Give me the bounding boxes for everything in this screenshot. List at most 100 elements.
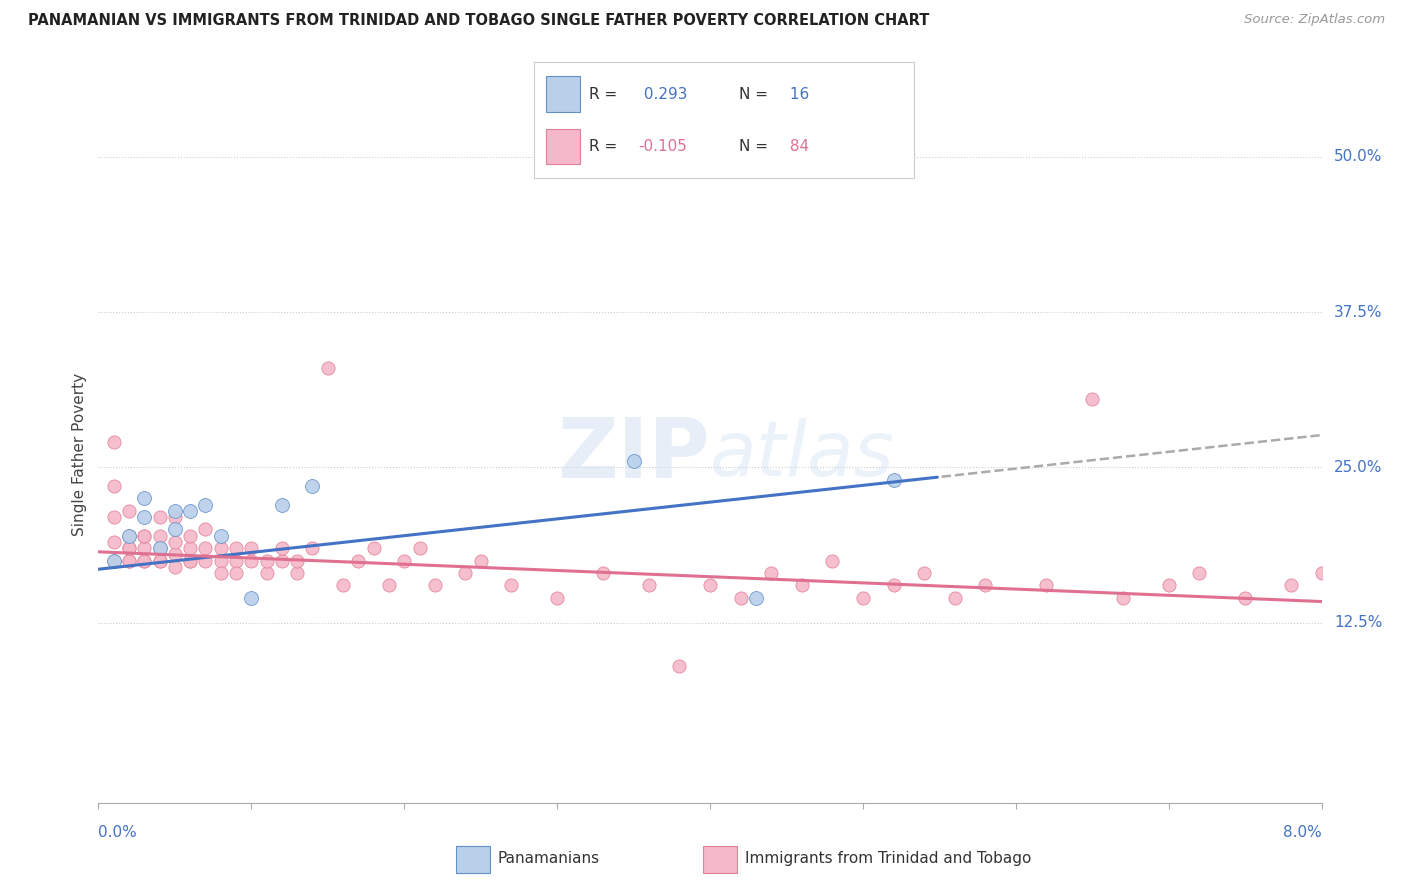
Text: R =: R =: [589, 87, 623, 102]
Point: [103, 553, 125, 567]
Point: [256, 566, 278, 580]
Point: [149, 541, 172, 555]
Point: [118, 529, 141, 543]
Point: [194, 523, 217, 537]
Point: [225, 541, 247, 555]
Text: 0.0%: 0.0%: [98, 825, 138, 840]
Point: [592, 566, 614, 580]
Point: [423, 578, 446, 592]
Point: [134, 510, 156, 524]
Text: 37.5%: 37.5%: [1334, 304, 1382, 319]
Point: [163, 510, 186, 524]
Point: [163, 547, 186, 561]
Text: N =: N =: [740, 139, 773, 154]
Point: [134, 541, 156, 555]
Text: -0.105: -0.105: [638, 139, 688, 154]
Text: PANAMANIAN VS IMMIGRANTS FROM TRINIDAD AND TOBAGO SINGLE FATHER POVERTY CORRELAT: PANAMANIAN VS IMMIGRANTS FROM TRINIDAD A…: [28, 13, 929, 29]
Point: [1234, 591, 1257, 605]
FancyBboxPatch shape: [456, 847, 489, 873]
Text: 84: 84: [785, 139, 808, 154]
Point: [668, 659, 690, 673]
Point: [454, 566, 477, 580]
Text: 0.293: 0.293: [638, 87, 688, 102]
Point: [179, 553, 201, 567]
Point: [1035, 578, 1057, 592]
Point: [134, 529, 156, 543]
Point: [240, 541, 263, 555]
Point: [1157, 578, 1180, 592]
Point: [470, 553, 492, 567]
Point: [163, 534, 186, 549]
Point: [1402, 566, 1406, 580]
Point: [179, 541, 201, 555]
Text: N =: N =: [740, 87, 773, 102]
Point: [256, 553, 278, 567]
Point: [546, 591, 568, 605]
Point: [194, 541, 217, 555]
Point: [270, 541, 294, 555]
Point: [163, 559, 186, 574]
Point: [285, 553, 308, 567]
Point: [149, 553, 172, 567]
Point: [408, 541, 430, 555]
Point: [134, 553, 156, 567]
Point: [332, 578, 354, 592]
Point: [118, 541, 141, 555]
Text: atlas: atlas: [710, 418, 894, 491]
Text: Immigrants from Trinidad and Tobago: Immigrants from Trinidad and Tobago: [745, 851, 1032, 866]
Point: [103, 534, 125, 549]
Point: [103, 479, 125, 493]
Point: [912, 566, 935, 580]
Text: 12.5%: 12.5%: [1334, 615, 1382, 630]
Point: [883, 578, 905, 592]
Point: [240, 591, 263, 605]
FancyBboxPatch shape: [703, 847, 737, 873]
Point: [103, 510, 125, 524]
Point: [821, 553, 844, 567]
Text: 50.0%: 50.0%: [1334, 149, 1382, 164]
Point: [225, 566, 247, 580]
Point: [163, 504, 186, 518]
Text: Source: ZipAtlas.com: Source: ZipAtlas.com: [1244, 13, 1385, 27]
Point: [1341, 591, 1364, 605]
Point: [730, 591, 752, 605]
Point: [118, 529, 141, 543]
Point: [759, 566, 782, 580]
Point: [270, 498, 294, 512]
FancyBboxPatch shape: [546, 128, 579, 164]
Point: [134, 553, 156, 567]
Point: [347, 553, 370, 567]
Point: [1279, 578, 1302, 592]
Point: [179, 504, 201, 518]
Point: [1188, 566, 1211, 580]
Text: R =: R =: [589, 139, 623, 154]
Point: [301, 541, 323, 555]
Point: [974, 578, 997, 592]
Point: [118, 553, 141, 567]
Point: [179, 553, 201, 567]
FancyBboxPatch shape: [546, 77, 579, 112]
Point: [103, 553, 125, 567]
Point: [301, 479, 323, 493]
Point: [1112, 591, 1135, 605]
Point: [194, 498, 217, 512]
Point: [392, 553, 416, 567]
Point: [118, 504, 141, 518]
Point: [209, 541, 232, 555]
Point: [179, 529, 201, 543]
Point: [637, 578, 661, 592]
Point: [194, 553, 217, 567]
Point: [163, 523, 186, 537]
Point: [240, 553, 263, 567]
Point: [103, 435, 125, 450]
Text: ZIP: ZIP: [558, 415, 710, 495]
Point: [501, 578, 523, 592]
Point: [745, 591, 768, 605]
Y-axis label: Single Father Poverty: Single Father Poverty: [72, 374, 87, 536]
Point: [699, 578, 721, 592]
Point: [316, 361, 339, 376]
Point: [149, 541, 172, 555]
Point: [1372, 578, 1395, 592]
Text: 16: 16: [785, 87, 808, 102]
Text: 8.0%: 8.0%: [1282, 825, 1322, 840]
